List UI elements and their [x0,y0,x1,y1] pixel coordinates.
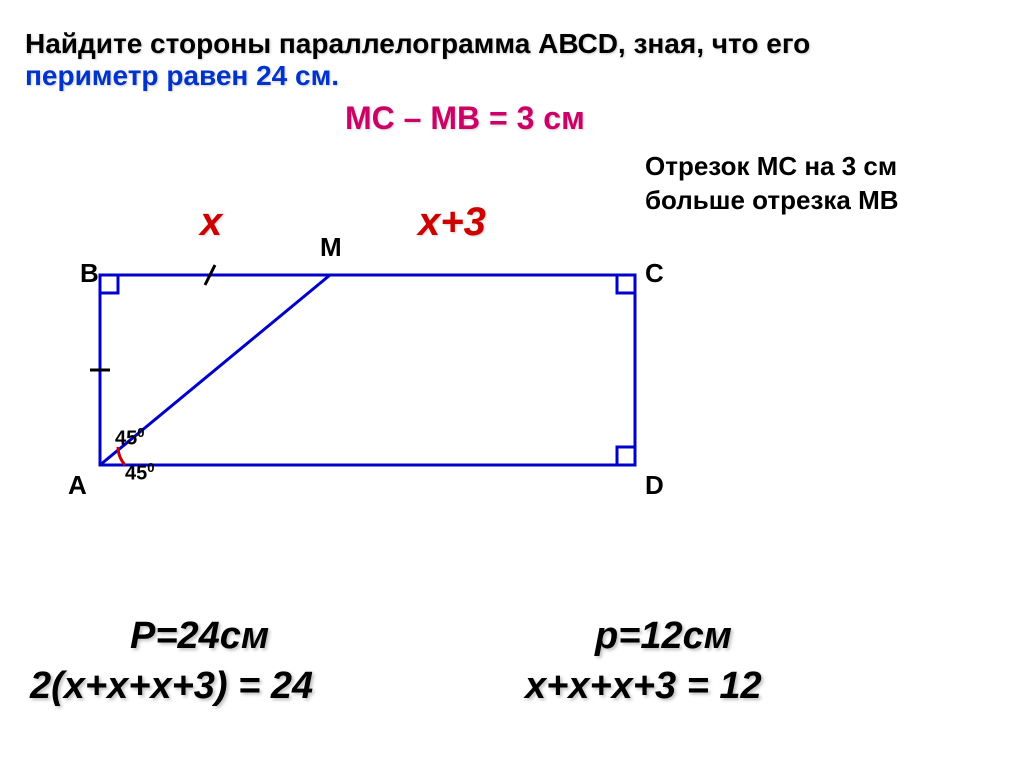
geometry-diagram [80,255,640,490]
label-x: x [200,200,222,245]
angle-sup-2: 0 [147,460,154,475]
right-angle-d [617,447,635,465]
problem-line1: Найдите стороны параллелограмма АВСD, зн… [25,28,810,59]
segment-line2: больше отрезка МВ [645,185,899,215]
vertex-d: D [645,470,664,501]
segment-info: Отрезок МС на 3 см больше отрезка МВ [645,150,899,218]
problem-title: Найдите стороны параллелограмма АВСD, зн… [25,28,810,92]
vertex-a: А [68,470,87,501]
right-angle-b [100,275,118,293]
angle-sup-1: 0 [137,425,144,440]
angle-45-val-2: 45 [125,463,147,485]
vertex-b: В [80,258,99,289]
condition-text: МС – МВ = 3 см [345,100,585,137]
problem-highlight: периметр равен 24 см. [25,60,339,91]
vertex-c: С [645,258,664,289]
angle-45-upper: 450 [115,425,144,451]
equation-eqp: x+х+x+3 = 12 [525,665,762,708]
equation-p: p=12см [595,615,732,658]
angle-45-val-1: 45 [115,428,137,450]
angle-45-lower: 450 [125,460,154,486]
label-x3: x+3 [418,200,486,245]
equation-eqP: 2(х+x+х+3) = 24 [30,665,313,708]
rectangle-abcd [100,275,635,465]
vertex-m: М [320,232,342,263]
right-angle-c [617,275,635,293]
segment-line1: Отрезок МС на 3 см [645,151,897,181]
equation-P: P=24см [130,615,269,658]
